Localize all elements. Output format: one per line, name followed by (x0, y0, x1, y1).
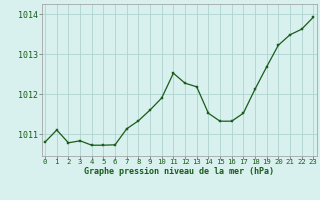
X-axis label: Graphe pression niveau de la mer (hPa): Graphe pression niveau de la mer (hPa) (84, 167, 274, 176)
